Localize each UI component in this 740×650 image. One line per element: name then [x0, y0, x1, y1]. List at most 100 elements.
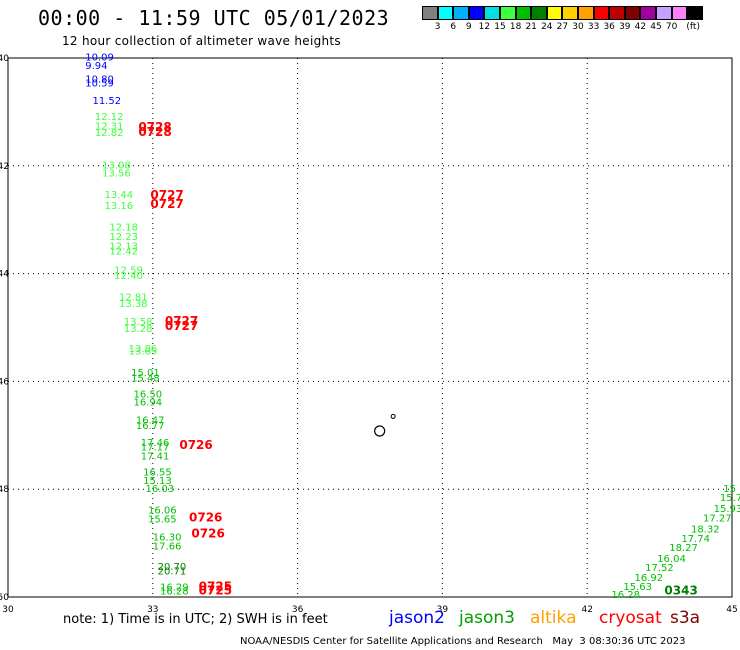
- legend-label: 33: [587, 22, 600, 32]
- legend-swatch: [624, 6, 641, 20]
- wave-height-label: 15.63: [623, 582, 652, 593]
- y-tick-label: -44: [0, 270, 9, 280]
- wave-height-label: 12.23: [109, 232, 138, 243]
- footer-credit: NOAA/NESDIS Center for Satellite Applica…: [240, 636, 686, 647]
- pass-time-label: 0726: [189, 511, 222, 525]
- wave-height-label: 17.41: [141, 452, 170, 463]
- wave-height-label: 17.66: [153, 542, 182, 553]
- wave-height-label: 17.46: [141, 438, 170, 449]
- legend-swatch: [515, 6, 532, 20]
- wave-height-label: 15.65: [148, 515, 177, 526]
- wave-height-label: 16.92: [635, 573, 664, 584]
- legend-label: 9: [465, 22, 472, 32]
- legend-swatch: [655, 6, 672, 20]
- x-tick-label: 45: [726, 605, 737, 615]
- wave-height-label: 12.40: [114, 271, 143, 282]
- wave-height-label: 16.50: [133, 390, 162, 401]
- wave-height-label: 13.86: [129, 344, 158, 355]
- wave-height-label: 12.42: [109, 247, 138, 258]
- satellite-legend-altika: altika: [530, 608, 577, 628]
- pass-time-label: 0727: [165, 314, 198, 328]
- x-tick-label: 36: [292, 605, 304, 615]
- wave-height-label: 13.58: [124, 317, 153, 328]
- wave-height-label: 13.65: [129, 346, 158, 357]
- y-tick-label: -40: [0, 54, 9, 64]
- wave-height-label: 15.93: [714, 504, 740, 515]
- legend-swatch: [640, 6, 656, 20]
- legend-label: 27: [556, 22, 569, 32]
- wave-height-label: 15.48: [131, 373, 160, 384]
- wave-height-label: 16.04: [657, 554, 686, 565]
- satellite-legend-jason2: jason2: [389, 608, 445, 628]
- pass-time-label: 0727: [165, 319, 198, 333]
- wave-height-label: 12.18: [109, 222, 138, 233]
- legend-label: 39: [619, 22, 631, 32]
- x-tick-label: 30: [2, 605, 14, 615]
- color-legend-bar: [422, 6, 703, 20]
- wave-height-label: 16.30: [153, 532, 182, 543]
- pass-time-label: 0726: [179, 438, 212, 452]
- page-title: 00:00 - 11:59 UTC 05/01/2023: [38, 6, 390, 30]
- legend-swatch: [546, 6, 563, 20]
- wave-height-label: 12.81: [119, 293, 148, 304]
- legend-swatch: [422, 6, 438, 20]
- wave-height-label: 12.59: [114, 266, 143, 277]
- wave-height-label: 17.52: [645, 563, 674, 574]
- pass-time-label: 0725: [199, 583, 232, 597]
- legend-swatch: [499, 6, 516, 20]
- color-legend-labels: 3 6 9 12 15 18 21 24 27 30 33 36 39 42 45 70 (ft): [422, 22, 740, 34]
- pass-time-label: 0725: [199, 580, 232, 594]
- wave-height-label: 12.13: [109, 241, 138, 252]
- y-tick-label: -46: [0, 377, 9, 387]
- legend-label: 24: [541, 22, 553, 32]
- wave-height-label: 15.01: [131, 368, 160, 379]
- wave-height-label: 18.32: [691, 524, 720, 535]
- wave-height-label: 13.16: [105, 201, 134, 212]
- legend-swatch: [562, 6, 578, 20]
- x-tick-label: 42: [581, 605, 592, 615]
- legend-swatch: [593, 6, 610, 20]
- island-outline: [390, 413, 396, 419]
- pass-time-label: 0343: [664, 583, 697, 597]
- wave-height-label: 16.94: [133, 398, 162, 409]
- wave-height-label: 17.27: [703, 514, 732, 525]
- pass-time-label: 0728: [138, 120, 171, 134]
- wave-height-label: 12.31: [95, 122, 124, 133]
- legend-label: 18: [509, 22, 522, 32]
- pass-time-label: 0728: [138, 125, 171, 139]
- wave-height-label: 13.44: [105, 190, 134, 201]
- legend-swatch: [531, 6, 547, 20]
- legend-label: 6: [450, 22, 457, 32]
- wave-height-label: 10.80: [85, 74, 114, 85]
- wave-height-label: 18.27: [669, 543, 698, 554]
- satellite-legend-cryosat: cryosat: [599, 608, 662, 628]
- wave-height-label: 10.59: [85, 79, 114, 90]
- wave-height-label: 13.38: [119, 299, 148, 310]
- wave-height-label: 17.74: [681, 534, 710, 545]
- x-tick-label: 33: [147, 605, 158, 615]
- wave-height-label: 16.47: [136, 415, 165, 426]
- legend-swatch: [671, 6, 688, 20]
- wave-height-label: 17.17: [141, 442, 170, 453]
- legend-swatch: [437, 6, 454, 20]
- wave-height-label: 9.94: [85, 61, 107, 72]
- wave-height-label: 20.71: [158, 566, 187, 577]
- legend-swatch: [609, 6, 625, 20]
- wave-height-label: 13.28: [124, 324, 153, 335]
- x-tick-label: 39: [437, 605, 449, 615]
- legend-label: 70: [665, 22, 678, 32]
- legend-swatch: [468, 6, 485, 20]
- wave-height-label: 15.7: [720, 493, 740, 504]
- wave-height-label: 16.28: [611, 590, 640, 601]
- wave-height-label: 16.06: [148, 505, 177, 516]
- pass-time-label: 0727: [150, 188, 183, 202]
- map-frame: [7, 57, 733, 598]
- wave-height-label: 15.13: [143, 476, 172, 487]
- wave-height-label: 12.12: [95, 112, 124, 123]
- wave-height-label: 20.70: [158, 562, 187, 573]
- legend-unit: (ft): [686, 22, 700, 32]
- legend-swatch: [687, 6, 703, 20]
- legend-swatch: [453, 6, 469, 20]
- legend-label: 3: [434, 22, 441, 32]
